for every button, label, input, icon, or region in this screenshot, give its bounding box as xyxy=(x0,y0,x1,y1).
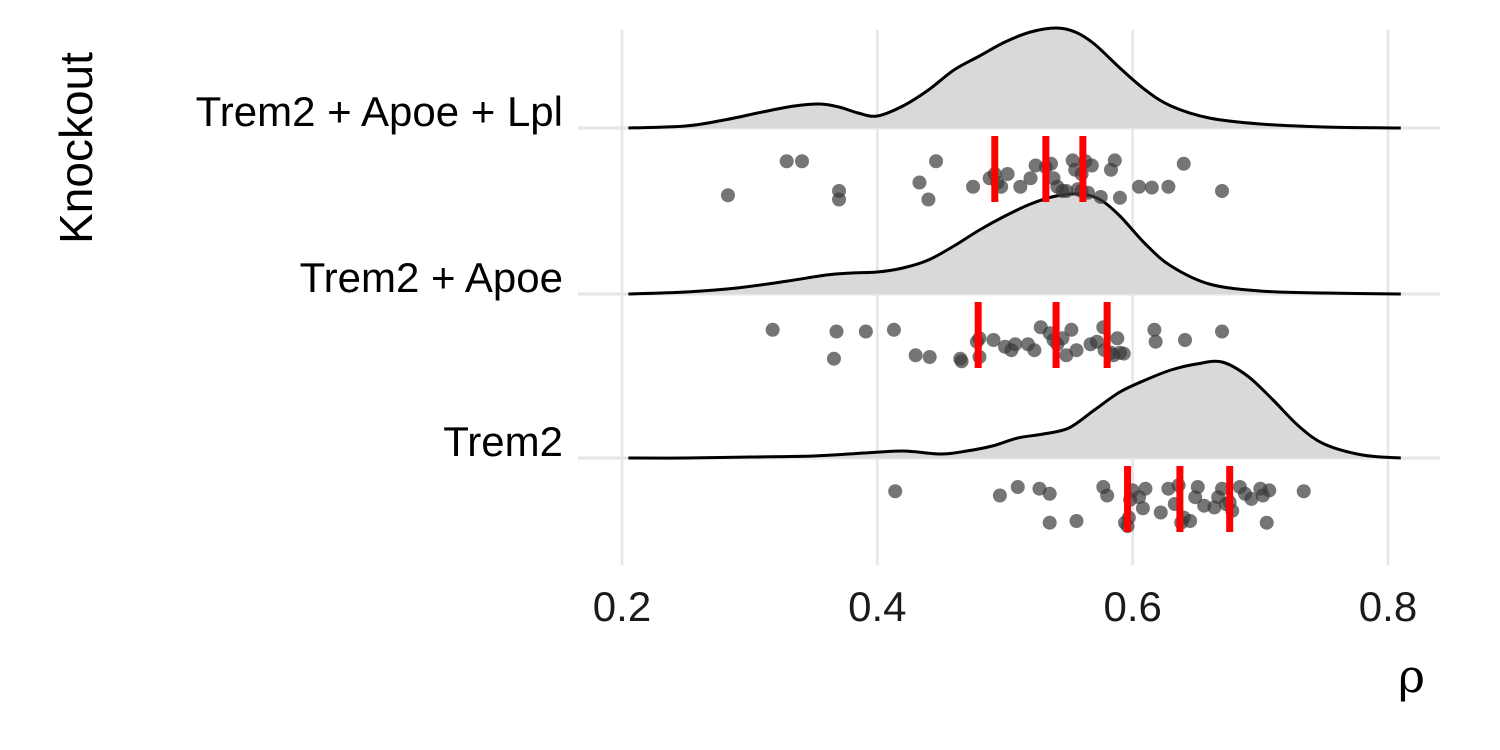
x-tick-label: 0.2 xyxy=(593,583,651,630)
data-point xyxy=(1059,184,1074,198)
data-point xyxy=(720,188,735,203)
data-point xyxy=(929,154,944,169)
density-line-0 xyxy=(628,26,1401,130)
x-tick-label: 0.4 xyxy=(848,583,906,630)
data-point xyxy=(832,192,847,207)
data-point xyxy=(966,179,981,194)
data-point xyxy=(992,488,1007,503)
category-labels: Trem2 + Apoe + Lpl Trem2 + Apoe Trem2 xyxy=(196,88,563,465)
data-point xyxy=(1176,156,1191,171)
data-point xyxy=(1161,179,1176,194)
data-point xyxy=(1215,324,1230,339)
data-point xyxy=(1023,171,1038,186)
data-point xyxy=(1008,337,1023,352)
data-point xyxy=(1259,515,1274,530)
x-tick-label: 0.6 xyxy=(1103,583,1161,630)
data-point xyxy=(1132,179,1147,194)
density-line-1 xyxy=(628,192,1401,296)
x-axis-title: ρ xyxy=(1398,649,1425,703)
data-point xyxy=(858,324,873,339)
x-tick-label: 0.8 xyxy=(1359,583,1417,630)
density-line-2 xyxy=(628,359,1401,460)
data-point xyxy=(1148,334,1163,349)
data-point xyxy=(1110,331,1125,346)
data-point xyxy=(1042,515,1057,530)
data-point xyxy=(1190,480,1205,494)
data-point xyxy=(1112,190,1127,205)
data-point xyxy=(1042,486,1057,501)
data-point xyxy=(922,350,937,364)
data-point xyxy=(1064,322,1079,337)
data-point xyxy=(1244,491,1259,506)
data-point xyxy=(1183,514,1198,528)
data-point xyxy=(1100,488,1115,503)
data-point xyxy=(1010,480,1025,494)
data-point xyxy=(1027,343,1042,358)
data-point xyxy=(779,154,794,169)
category-label-2: Trem2 xyxy=(443,418,563,465)
data-point xyxy=(1135,501,1150,516)
data-point xyxy=(1069,514,1084,528)
data-point xyxy=(1178,333,1193,347)
category-label-1: Trem2 + Apoe xyxy=(300,254,563,301)
x-axis-ticks: 0.2 0.4 0.6 0.8 xyxy=(593,583,1417,630)
data-point xyxy=(1215,184,1230,198)
density-ridges xyxy=(628,26,1401,460)
data-point xyxy=(921,192,936,207)
data-point xyxy=(795,154,810,169)
data-point xyxy=(888,484,903,499)
data-point xyxy=(1138,481,1153,496)
data-point xyxy=(912,175,927,190)
data-point xyxy=(1000,167,1015,181)
data-point xyxy=(1093,189,1108,204)
data-point xyxy=(886,322,901,337)
data-point xyxy=(986,333,1001,347)
data-point xyxy=(1147,322,1162,337)
density-area-1 xyxy=(628,193,1401,294)
y-axis-title: Knockout xyxy=(50,52,102,244)
category-label-0: Trem2 + Apoe + Lpl xyxy=(196,88,563,135)
data-point xyxy=(1013,179,1028,194)
data-point xyxy=(954,354,969,369)
data-point xyxy=(1069,343,1084,358)
data-point xyxy=(1107,153,1122,168)
data-point xyxy=(1144,180,1159,195)
data-point xyxy=(1215,481,1230,496)
data-point xyxy=(826,351,841,366)
data-point xyxy=(1116,346,1131,361)
data-point xyxy=(1153,505,1168,520)
data-point xyxy=(765,322,780,337)
data-point xyxy=(1262,483,1277,498)
quantile-lines xyxy=(974,136,1234,532)
density-area-0 xyxy=(628,28,1401,128)
density-area-2 xyxy=(628,361,1401,459)
data-point xyxy=(1084,158,1099,173)
data-point xyxy=(908,348,923,363)
data-point xyxy=(829,324,844,339)
data-point xyxy=(1296,484,1311,499)
